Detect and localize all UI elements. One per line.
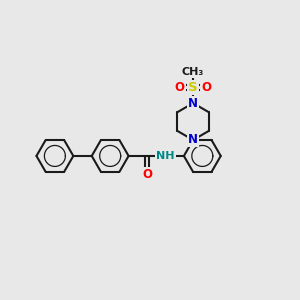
- Text: O: O: [175, 81, 185, 94]
- Text: O: O: [142, 168, 152, 181]
- Text: O: O: [201, 81, 212, 94]
- Text: N: N: [188, 134, 198, 146]
- Text: NH: NH: [156, 151, 175, 161]
- Text: N: N: [188, 97, 198, 110]
- Text: CH₃: CH₃: [182, 68, 204, 77]
- Text: S: S: [188, 81, 198, 94]
